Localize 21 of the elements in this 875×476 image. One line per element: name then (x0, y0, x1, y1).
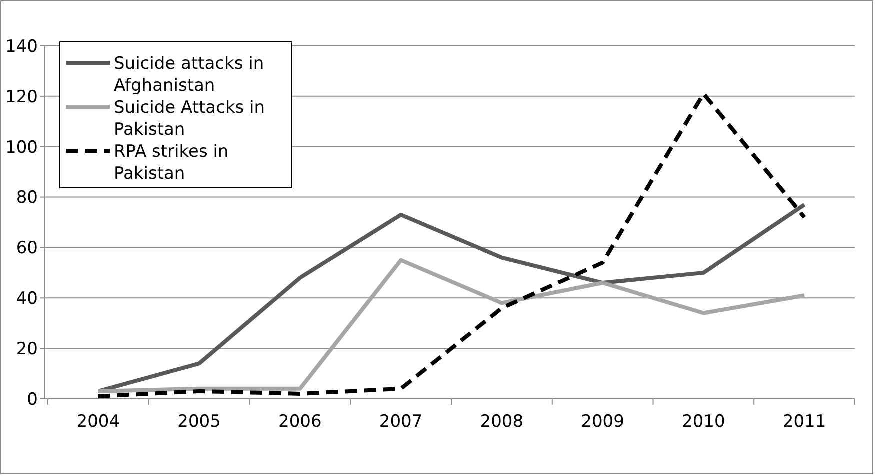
y-tick-label: 140 (6, 36, 38, 57)
x-tick-label: 2009 (581, 412, 624, 432)
line-series (96, 258, 807, 394)
x-tick-label: 2008 (480, 412, 524, 432)
y-tick-label: 20 (16, 340, 38, 360)
y-tick-label: 0 (27, 390, 38, 410)
line-series (96, 202, 807, 394)
x-tick-label: 2004 (76, 412, 120, 432)
y-tick-label: 100 (6, 138, 38, 158)
x-tick-label: 2010 (682, 412, 726, 432)
x-tick-label: 2011 (782, 412, 826, 432)
y-tick-label: 80 (16, 188, 38, 208)
x-tick-label: 2006 (278, 412, 322, 432)
y-tick-label: 40 (16, 289, 38, 310)
y-tick-label: 120 (6, 87, 38, 108)
y-tick-label: 60 (16, 238, 38, 259)
x-tick-label: 2005 (178, 412, 221, 432)
legend-label: Suicide Attacks in Pakistan (114, 98, 266, 140)
legend-label: RPA strikes in Pakistan (114, 142, 229, 184)
legend-label: Suicide attacks in Afghanistan (114, 54, 264, 96)
x-tick-label: 2007 (379, 412, 423, 432)
